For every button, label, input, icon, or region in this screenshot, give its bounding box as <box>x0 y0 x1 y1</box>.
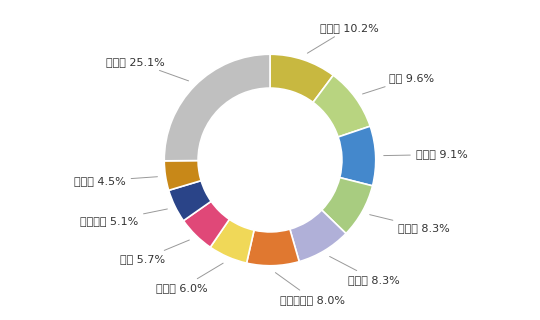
Text: 化学 5.7%: 化学 5.7% <box>120 240 190 264</box>
Wedge shape <box>184 201 230 247</box>
Text: 医薬品 8.3%: 医薬品 8.3% <box>370 215 450 233</box>
Wedge shape <box>338 126 376 186</box>
Wedge shape <box>210 219 254 263</box>
Text: その他 25.1%: その他 25.1% <box>106 57 188 81</box>
Wedge shape <box>313 75 370 137</box>
Text: 鉄鋼 9.6%: 鉄鋼 9.6% <box>362 73 435 94</box>
Wedge shape <box>164 161 201 190</box>
Text: 保険業 8.3%: 保険業 8.3% <box>329 256 400 285</box>
Wedge shape <box>322 178 373 234</box>
Text: 建設業 4.5%: 建設業 4.5% <box>74 176 158 186</box>
Text: 電気機器 5.1%: 電気機器 5.1% <box>80 209 167 226</box>
Wedge shape <box>247 229 299 266</box>
Wedge shape <box>270 54 333 102</box>
Text: 銀行業 10.2%: 銀行業 10.2% <box>307 22 379 53</box>
Text: 海運業 9.1%: 海運業 9.1% <box>384 149 468 159</box>
Wedge shape <box>164 54 270 161</box>
Wedge shape <box>168 180 211 221</box>
Text: 卸売業 6.0%: 卸売業 6.0% <box>156 263 223 293</box>
Wedge shape <box>290 210 346 262</box>
Text: 輸送用機器 8.0%: 輸送用機器 8.0% <box>275 273 345 305</box>
